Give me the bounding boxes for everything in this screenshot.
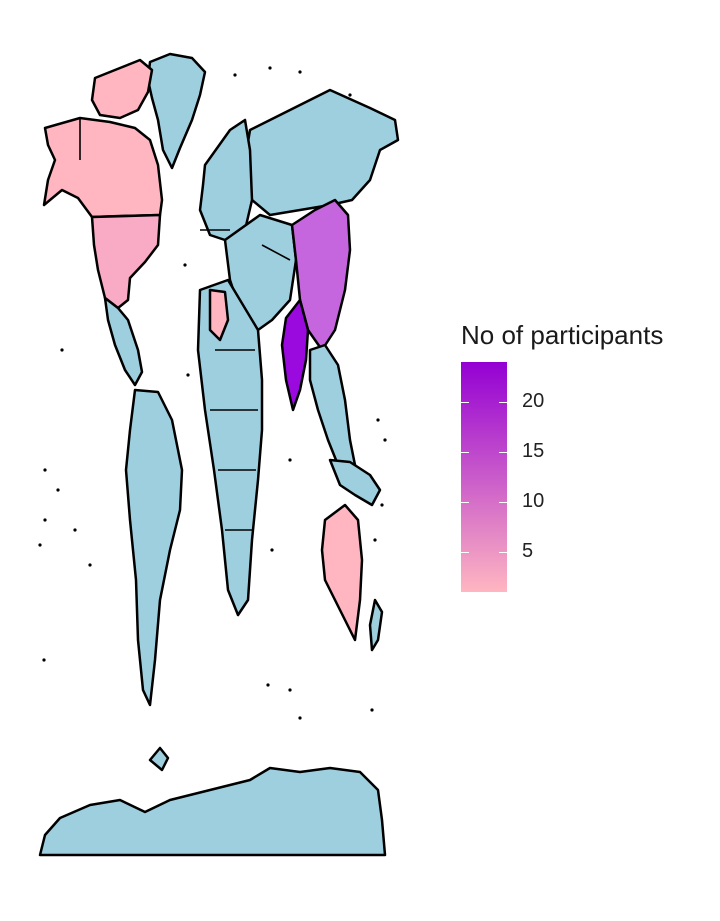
region-mexico bbox=[103, 296, 144, 387]
legend-tick-label: 5 bbox=[522, 540, 534, 562]
legend-tick-mark bbox=[461, 402, 469, 403]
legend-tick-label: 15 bbox=[522, 440, 545, 462]
legend-tick-mark bbox=[499, 552, 507, 553]
legend-tick-mark bbox=[461, 552, 469, 553]
region-antarctica bbox=[38, 766, 387, 857]
region-russia bbox=[243, 88, 400, 217]
region-europe bbox=[198, 118, 254, 242]
region-new-zealand bbox=[368, 598, 384, 652]
region-china bbox=[290, 198, 352, 352]
legend-color-bar bbox=[461, 362, 507, 592]
region-india bbox=[280, 298, 310, 412]
region-africa bbox=[196, 278, 264, 617]
legend-title: No of participants bbox=[461, 320, 664, 350]
legend-tick-mark bbox=[499, 452, 507, 453]
region-africa-pink bbox=[208, 288, 230, 342]
legend-tick-mark bbox=[499, 502, 507, 503]
legend-tick-mark bbox=[461, 502, 469, 503]
legend-tick-label: 10 bbox=[522, 490, 545, 512]
legend-tick-label: 20 bbox=[522, 390, 545, 412]
region-antarctic-peninsula bbox=[148, 746, 170, 772]
region-canada bbox=[42, 116, 164, 219]
region-south-america bbox=[124, 388, 184, 707]
region-greenland bbox=[146, 52, 207, 170]
region-usa bbox=[90, 213, 162, 310]
legend-tick-mark bbox=[461, 452, 469, 453]
region-indonesia bbox=[328, 458, 382, 507]
legend-tick-mark bbox=[499, 402, 507, 403]
region-australia bbox=[320, 503, 364, 642]
region-canada-islands bbox=[90, 58, 154, 120]
